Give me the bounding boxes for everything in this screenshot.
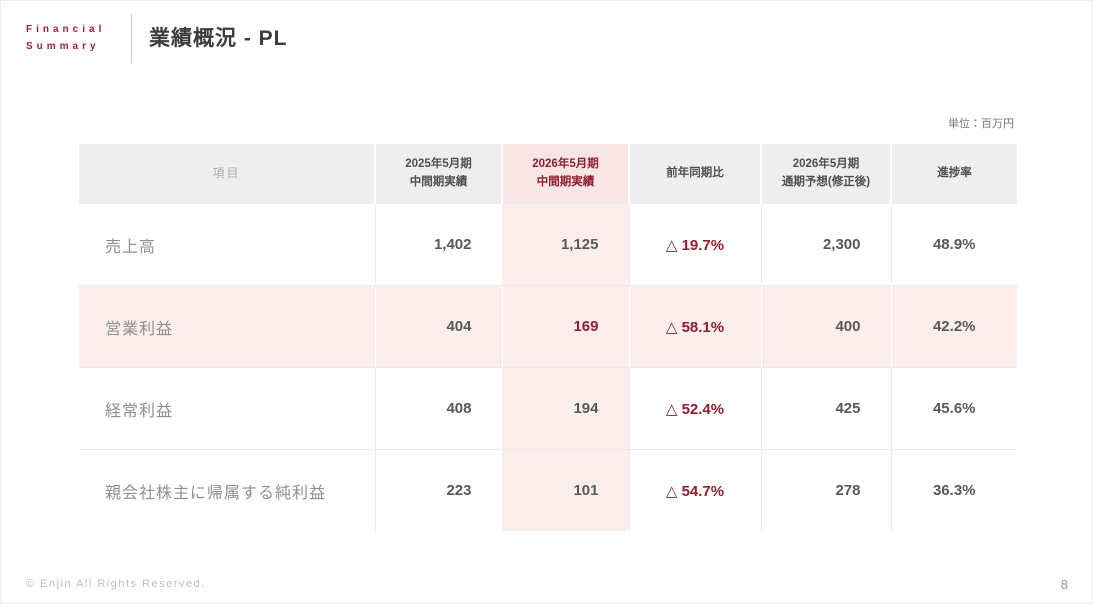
cell-yoy: △ 54.7% xyxy=(629,449,762,531)
cell-current-interim: 169 xyxy=(502,285,630,368)
col-header-progress: 進捗率 xyxy=(891,144,1017,204)
row-label: 営業利益 xyxy=(79,285,376,368)
header-divider xyxy=(131,14,132,63)
row-label: 売上高 xyxy=(79,203,376,286)
row-label: 経常利益 xyxy=(79,367,376,450)
cell-full-year-forecast: 425 xyxy=(761,367,892,450)
unit-note: 単位：百万円 xyxy=(948,118,1014,130)
cell-progress: 45.6% xyxy=(891,367,1017,450)
cell-progress: 36.3% xyxy=(891,449,1017,531)
col-header-prev-interim: 2025年5月期 中間期実績 xyxy=(375,144,503,204)
table-row: 売上高 1,402 1,125 △ 19.7% 2,300 48.9% xyxy=(79,203,1017,286)
col-header-current-interim: 2026年5月期 中間期実績 xyxy=(502,144,630,204)
cell-yoy: △ 58.1% xyxy=(629,285,762,368)
cell-yoy: △ 52.4% xyxy=(629,367,762,450)
cell-prev-interim: 404 xyxy=(375,285,503,368)
cell-full-year-forecast: 278 xyxy=(761,449,892,531)
col-header-full-year-forecast: 2026年5月期 通期予想(修正後) xyxy=(761,144,892,204)
cell-current-interim: 194 xyxy=(502,367,630,450)
brand-logo-line1: Financial xyxy=(26,24,106,35)
page-number: 8 xyxy=(1060,577,1068,592)
brand-logo-line2: Summary xyxy=(26,41,100,52)
col-header-item: 項目 xyxy=(79,144,376,204)
page-title: 業績概況 - PL xyxy=(149,27,288,50)
cell-full-year-forecast: 2,300 xyxy=(761,203,892,286)
table-header-row: 項目 2025年5月期 中間期実績 2026年5月期 中間期実績 前年同期比 2… xyxy=(79,144,1017,204)
table-row: 営業利益 404 169 △ 58.1% 400 42.2% xyxy=(79,285,1017,368)
pl-table: 項目 2025年5月期 中間期実績 2026年5月期 中間期実績 前年同期比 2… xyxy=(79,144,1017,531)
cell-progress: 42.2% xyxy=(891,285,1017,368)
copyright: © Enjin All Rights Reserved. xyxy=(26,578,206,590)
cell-yoy: △ 19.7% xyxy=(629,203,762,286)
table-row: 経常利益 408 194 △ 52.4% 425 45.6% xyxy=(79,367,1017,450)
cell-full-year-forecast: 400 xyxy=(761,285,892,368)
cell-progress: 48.9% xyxy=(891,203,1017,286)
cell-prev-interim: 408 xyxy=(375,367,503,450)
cell-current-interim: 101 xyxy=(502,449,630,531)
cell-prev-interim: 1,402 xyxy=(375,203,503,286)
brand-logo: Financial Summary xyxy=(26,21,105,55)
cell-prev-interim: 223 xyxy=(375,449,503,531)
cell-current-interim: 1,125 xyxy=(502,203,630,286)
col-header-yoy: 前年同期比 xyxy=(629,144,762,204)
table-row: 親会社株主に帰属する純利益 223 101 △ 54.7% 278 36.3% xyxy=(79,449,1017,531)
row-label: 親会社株主に帰属する純利益 xyxy=(79,449,376,531)
